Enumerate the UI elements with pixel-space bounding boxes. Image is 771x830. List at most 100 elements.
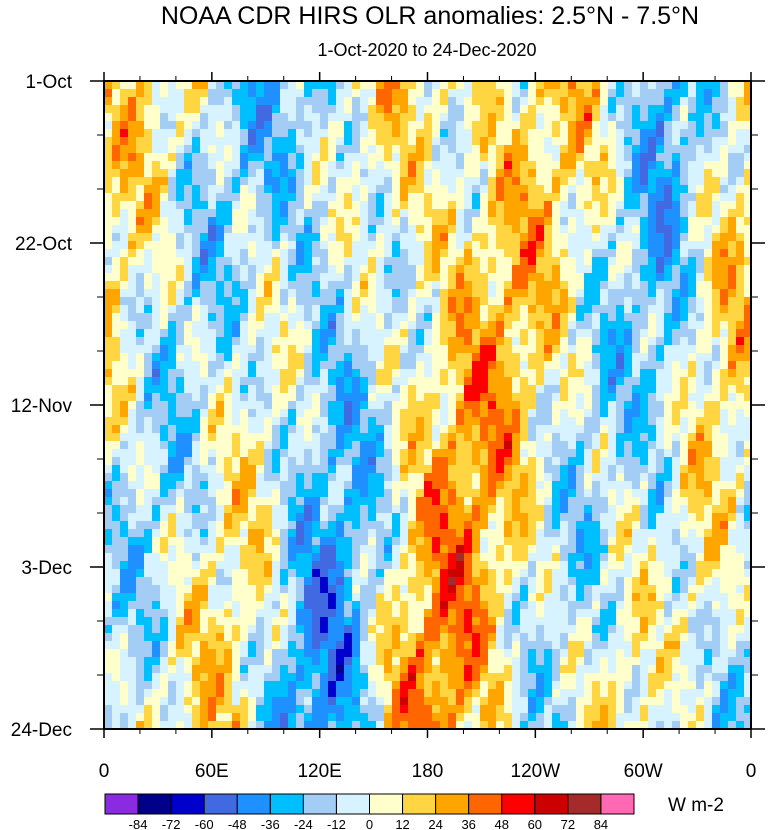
field-cell <box>264 489 273 498</box>
field-cell <box>464 225 473 234</box>
field-cell <box>264 201 273 210</box>
field-cell <box>536 369 545 378</box>
field-cell <box>536 169 545 178</box>
field-cell <box>208 273 217 282</box>
field-cell <box>696 553 705 562</box>
field-cell <box>416 497 425 506</box>
field-cell <box>184 137 193 146</box>
field-cell <box>520 153 529 162</box>
field-cell <box>528 505 537 514</box>
field-cell <box>416 521 425 530</box>
field-cell <box>528 177 537 186</box>
field-cell <box>160 193 169 202</box>
field-cell <box>136 193 145 202</box>
field-cell <box>416 417 425 426</box>
field-cell <box>192 401 201 410</box>
field-cell <box>400 249 409 258</box>
field-cell <box>672 337 681 346</box>
field-cell <box>488 417 497 426</box>
field-cell <box>656 297 665 306</box>
field-cell <box>456 129 465 138</box>
field-cell <box>456 505 465 514</box>
field-cell <box>512 377 521 386</box>
field-cell <box>432 361 441 370</box>
field-cell <box>592 289 601 298</box>
field-cell <box>608 329 617 338</box>
field-cell <box>648 289 657 298</box>
field-cell <box>248 521 257 530</box>
field-cell <box>160 385 169 394</box>
field-cell <box>240 313 249 322</box>
field-cell <box>520 105 529 114</box>
field-cell <box>736 105 745 114</box>
field-cell <box>368 265 377 274</box>
field-cell <box>168 361 177 370</box>
field-cell <box>392 137 401 146</box>
field-cell <box>232 401 241 410</box>
field-cell <box>568 545 577 554</box>
field-cell <box>624 361 633 370</box>
field-cell <box>328 233 337 242</box>
field-cell <box>400 401 409 410</box>
field-cell <box>664 121 673 130</box>
field-cell <box>584 489 593 498</box>
field-cell <box>744 273 751 282</box>
field-cell <box>344 377 353 386</box>
field-cell <box>624 377 633 386</box>
field-cell <box>640 401 649 410</box>
field-cell <box>120 569 129 578</box>
field-cell <box>656 89 665 98</box>
field-cell <box>496 297 505 306</box>
field-cell <box>376 409 385 418</box>
field-cell <box>120 257 129 266</box>
field-cell <box>552 505 561 514</box>
field-cell <box>584 153 593 162</box>
field-cell <box>608 169 617 178</box>
field-cell <box>624 209 633 218</box>
field-cell <box>104 417 113 426</box>
field-cell <box>744 169 751 178</box>
field-cell <box>248 297 257 306</box>
field-cell <box>488 361 497 370</box>
field-cell <box>352 289 361 298</box>
field-cell <box>216 409 225 418</box>
field-cell <box>408 89 417 98</box>
field-cell <box>552 289 561 298</box>
field-cell <box>544 521 553 530</box>
field-cell <box>624 497 633 506</box>
field-cell <box>288 321 297 330</box>
field-cell <box>400 529 409 538</box>
field-cell <box>472 329 481 338</box>
field-cell <box>424 465 433 474</box>
field-cell <box>424 137 433 146</box>
field-cell <box>192 241 201 250</box>
field-cell <box>216 193 225 202</box>
field-cell <box>608 433 617 442</box>
field-cell <box>464 377 473 386</box>
field-cell <box>192 169 201 178</box>
field-cell <box>232 257 241 266</box>
field-cell <box>592 329 601 338</box>
field-cell <box>168 177 177 186</box>
field-cell <box>560 393 569 402</box>
field-cell <box>696 281 705 290</box>
field-cell <box>672 361 681 370</box>
field-cell <box>680 369 689 378</box>
field-cell <box>720 521 729 530</box>
field-cell <box>472 369 481 378</box>
field-cell <box>432 169 441 178</box>
field-cell <box>144 545 153 554</box>
field-cell <box>496 113 505 122</box>
field-cell <box>616 521 625 530</box>
field-cell <box>528 449 537 458</box>
field-cell <box>376 233 385 242</box>
field-cell <box>560 385 569 394</box>
field-cell <box>240 153 249 162</box>
field-cell <box>384 273 393 282</box>
field-cell <box>280 137 289 146</box>
field-cell <box>568 449 577 458</box>
field-cell <box>616 233 625 242</box>
field-cell <box>224 297 233 306</box>
field-cell <box>704 529 713 538</box>
field-cell <box>192 97 201 106</box>
